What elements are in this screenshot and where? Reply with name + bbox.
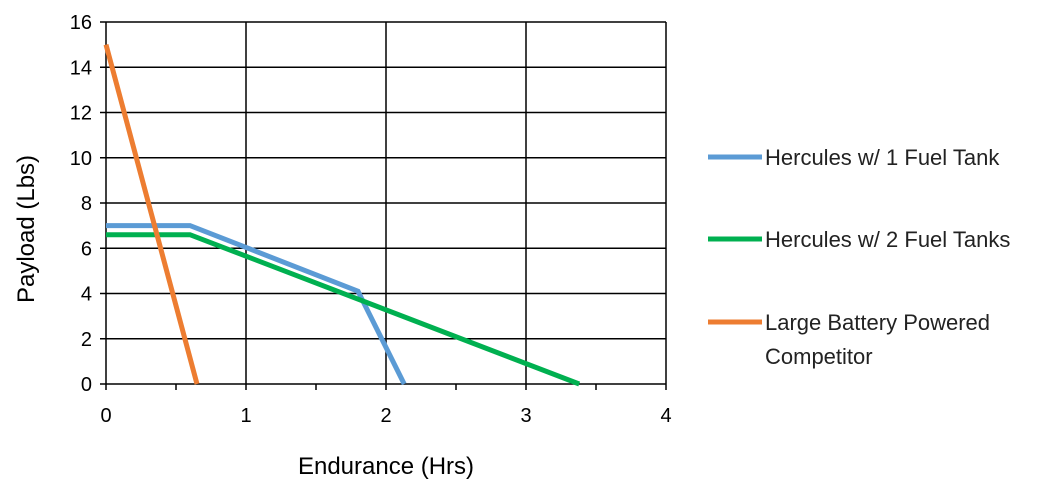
- series-line-1: [106, 232, 581, 387]
- y-tick-label: 8: [81, 193, 92, 215]
- legend-label: Large Battery Powered Competitor: [765, 310, 990, 369]
- x-tick-label: 4: [660, 405, 671, 427]
- y-tick-label: 4: [81, 284, 92, 306]
- y-tick-label: 12: [70, 103, 92, 125]
- x-tick-label: 2: [380, 405, 391, 427]
- y-tick-label: 10: [70, 148, 92, 170]
- grid: [106, 21, 667, 384]
- y-tick-label: 0: [81, 374, 92, 396]
- y-tick-label: 14: [70, 57, 92, 79]
- x-tick-label: 0: [100, 405, 111, 427]
- y-tick-label: 2: [81, 329, 92, 351]
- x-tick-label: 3: [520, 405, 531, 427]
- series-line-2: [103, 43, 200, 385]
- y-axis-title: Payload (Lbs): [13, 155, 40, 303]
- legend-label-line: Large Battery Powered: [765, 310, 990, 335]
- legend: Hercules w/ 1 Fuel Tank Hercules w/ 2 Fue…: [708, 145, 1010, 369]
- legend-label-line: Competitor: [765, 344, 873, 369]
- series: [103, 43, 581, 387]
- series-line-0: [106, 223, 407, 386]
- y-tick-label: 16: [70, 12, 92, 34]
- x-axis-title: Endurance (Hrs): [298, 453, 474, 480]
- legend-label: Hercules w/ 1 Fuel Tank: [765, 145, 1000, 170]
- legend-label: Hercules w/ 2 Fuel Tanks: [765, 227, 1010, 252]
- y-tick-label: 6: [81, 238, 92, 260]
- x-tick-label: 1: [240, 405, 251, 427]
